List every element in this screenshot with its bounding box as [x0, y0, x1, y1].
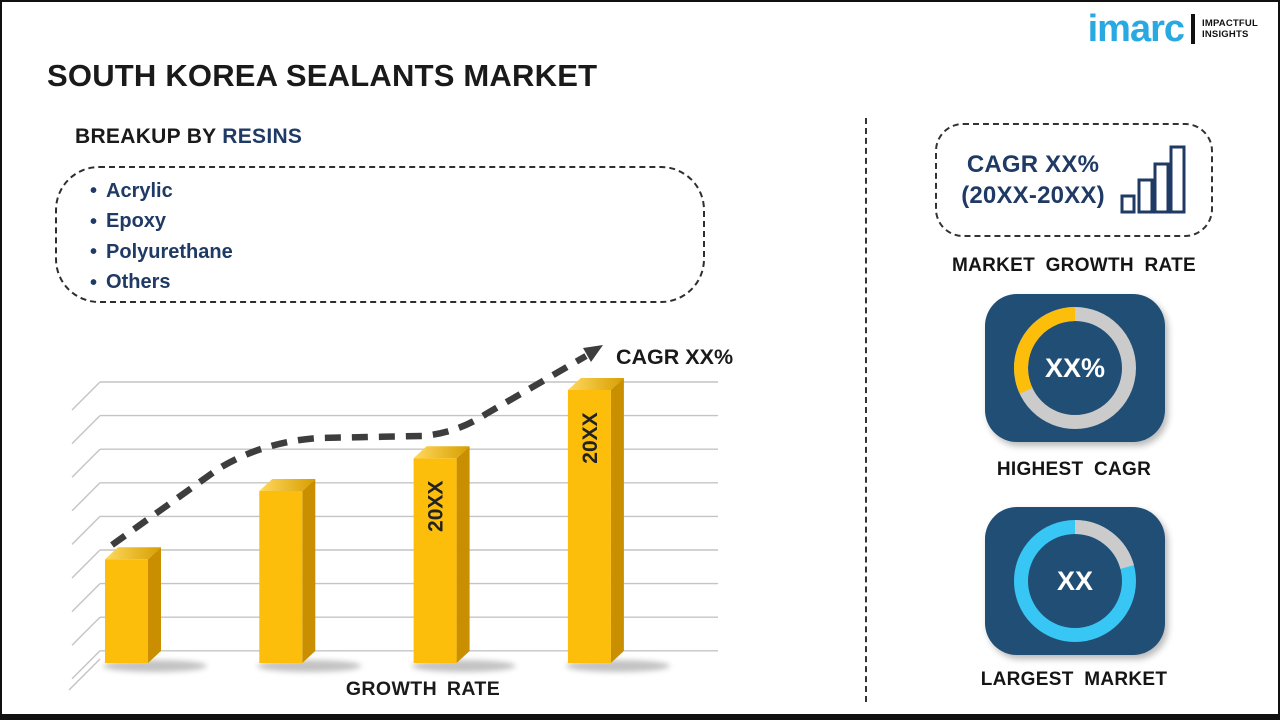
list-item-label: Others — [106, 271, 171, 294]
donut-arc-yellow — [1014, 307, 1076, 394]
bar-year-label: 20XX — [579, 412, 602, 463]
breakup-heading-highlight: RESINS — [222, 125, 303, 148]
market-growth-rate-box: CAGR XX% (20XX-20XX) — [935, 123, 1213, 237]
highest-cagr-caption: HIGHEST CAGR — [996, 459, 1152, 480]
section-divider — [865, 118, 867, 702]
trend-cagr-label: CAGR XX% — [616, 345, 733, 369]
cagr-period-text: CAGR XX% (20XX-20XX) — [961, 149, 1105, 211]
trend-dashed-line — [110, 353, 588, 548]
chart-x-axis-label: GROWTH RATE — [346, 678, 500, 700]
logo-tagline-line2: INSIGHTS — [1202, 29, 1249, 40]
highest-cagr-donut: XX% — [1014, 307, 1136, 429]
donut-arc-gray — [1074, 519, 1134, 570]
list-item-label: Acrylic — [106, 179, 173, 202]
largest-market-caption: LARGEST MARKET — [980, 669, 1168, 690]
logo-tagline-line1: IMPACTFUL — [1202, 17, 1258, 29]
bullet-icon: • — [90, 210, 98, 233]
list-item-others: • Others — [90, 268, 703, 299]
largest-market-tile: XX — [985, 507, 1165, 655]
market-growth-rate-caption: MARKET GROWTH RATE — [951, 255, 1197, 276]
imarc-logo-wordmark: imarc — [1087, 8, 1185, 50]
bullet-icon: • — [90, 180, 98, 203]
list-item-label: Polyurethane — [106, 240, 233, 263]
bullet-icon: • — [90, 271, 98, 294]
cagr-value-line: CAGR XX% — [966, 150, 1100, 178]
logo-tagline: IMPACTFUL INSIGHTS — [1202, 18, 1258, 41]
bar-year-label: 20XX — [425, 481, 448, 532]
resins-list-box: • Acrylic • Epoxy • Polyurethane • Other… — [55, 166, 705, 303]
cagr-period-line: (20XX-20XX) — [961, 182, 1105, 209]
breakup-heading-prefix: BREAKUP BY — [75, 125, 223, 148]
growth-rate-chart: 20XX 20XX CAGR XX% GROWTH RATE — [60, 333, 740, 711]
list-item-polyurethane: • Polyurethane — [90, 237, 703, 268]
growth-rate-chart-svg: 20XX 20XX CAGR XX% GROWTH RATE — [68, 345, 733, 700]
imarc-logo: imarc IMPACTFUL INSIGHTS — [1088, 10, 1258, 48]
logo-divider-bar — [1191, 14, 1196, 44]
breakup-heading: BREAKUP BY RESINS — [75, 125, 302, 149]
largest-market-value: XX — [1057, 566, 1093, 596]
list-item-epoxy: • Epoxy — [90, 207, 703, 238]
list-item-acrylic: • Acrylic — [90, 176, 703, 207]
largest-market-donut: XX — [1014, 519, 1136, 642]
list-item-label: Epoxy — [106, 210, 167, 233]
bullet-icon: • — [90, 241, 98, 264]
chart-bars: 20XX 20XX — [103, 378, 670, 672]
highest-cagr-tile: XX% — [985, 294, 1165, 442]
page-title: SOUTH KOREA SEALANTS MARKET — [47, 58, 598, 93]
highest-cagr-value: XX% — [1045, 353, 1105, 383]
trend-arrowhead-icon — [583, 345, 603, 362]
bar-chart-icon — [1120, 145, 1186, 214]
